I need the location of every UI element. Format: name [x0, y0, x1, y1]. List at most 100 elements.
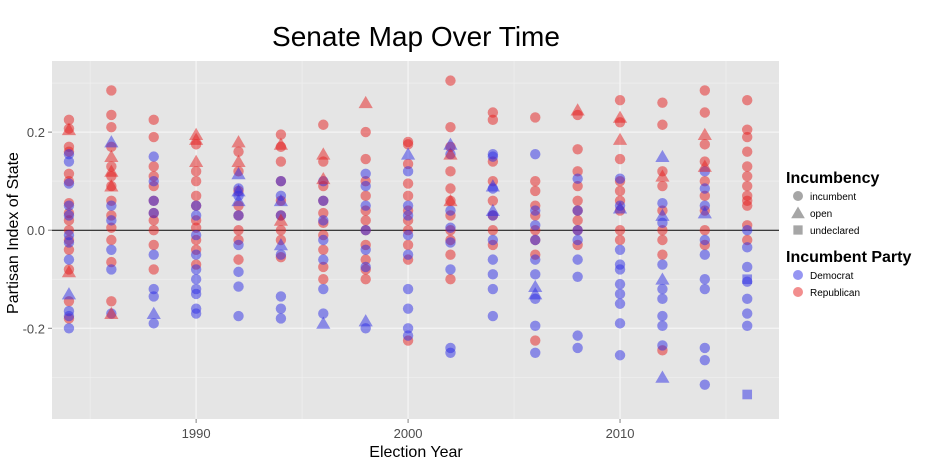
republican-circle-point [487, 224, 499, 236]
republican-circle-point [742, 171, 753, 182]
republican-circle-point [699, 85, 711, 96]
legend-shape-title: Incumbency [786, 170, 879, 187]
republican-circle-point [360, 153, 371, 165]
democrat-circle-point [530, 234, 541, 246]
republican-triangle-point [273, 137, 289, 150]
democrat-circle-point [699, 283, 711, 295]
democrat-circle-point [530, 347, 541, 358]
republican-circle-point [445, 274, 456, 285]
democrat-circle-point [233, 210, 244, 221]
democrat-circle-point [699, 249, 711, 260]
republican-triangle-point [231, 154, 246, 167]
democrat-circle-point [699, 342, 711, 354]
republican-circle-point [572, 195, 583, 206]
republican-triangle-point [358, 95, 373, 109]
democrat-circle-point [318, 215, 329, 226]
democrat-circle-point [699, 183, 711, 194]
republican-circle-point [614, 185, 626, 197]
republican-circle-point [614, 95, 626, 106]
republican-circle-point [530, 335, 541, 346]
republican-circle-point [742, 200, 753, 211]
democrat-triangle-point [697, 206, 712, 219]
democrat-triangle-point [528, 287, 543, 300]
republican-triangle-point [443, 194, 458, 207]
republican-circle-point [530, 112, 541, 123]
democrat-circle-point [742, 224, 753, 236]
republican-circle-point [572, 144, 583, 155]
republican-circle-point [530, 185, 541, 197]
republican-circle-point [572, 215, 583, 226]
republican-circle-point [572, 180, 583, 192]
democrat-triangle-point [655, 370, 670, 383]
republican-circle-point [445, 249, 456, 260]
democrat-circle-point [233, 281, 244, 292]
plot-panel [52, 61, 779, 419]
democrat-triangle-point [146, 306, 161, 319]
democrat-circle-point [63, 237, 75, 248]
republican-circle-point [190, 222, 202, 233]
democrat-circle-point [657, 310, 668, 322]
democrat-triangle-point [612, 201, 628, 214]
democrat-circle-point [148, 195, 159, 206]
democrat-circle-point [63, 178, 75, 189]
democrat-circle-point [275, 249, 287, 260]
republican-circle-point [106, 222, 117, 233]
democrat-circle-point [63, 148, 75, 160]
democrat-circle-point [530, 148, 541, 160]
democrat-circle-point [487, 283, 499, 295]
republican-circle-point [699, 190, 711, 202]
democrat-circle-point [275, 175, 287, 187]
democrat-circle-point [445, 222, 456, 233]
democrat-triangle-point [358, 314, 373, 327]
republican-circle-point [148, 215, 159, 226]
democrat-circle-point [572, 173, 583, 184]
democrat-triangle-point [61, 287, 77, 300]
democrat-circle-point [487, 151, 499, 162]
democrat-circle-point [530, 254, 541, 265]
democrat-circle-point [614, 298, 626, 309]
democrat-circle-point [63, 210, 75, 221]
republican-circle-point [530, 175, 541, 187]
republican-circle-point [190, 190, 202, 202]
democrat-circle-point [106, 244, 117, 256]
democrat-circle-point [445, 347, 456, 358]
democrat-circle-point [657, 259, 668, 270]
republican-circle-point [572, 166, 583, 177]
democrat-circle-point [360, 168, 371, 179]
legend: Incumbency incumbent open undeclared Incum… [786, 170, 911, 299]
democrat-circle-point [614, 350, 626, 361]
democrat-circle-point [106, 200, 117, 211]
democrat-circle-point [148, 291, 159, 302]
republican-circle-point [402, 178, 414, 189]
democrat-triangle-point [655, 272, 670, 285]
democrat-circle-point [614, 264, 626, 275]
democrat-circle-point [402, 330, 414, 341]
democrat-circle-point [614, 173, 626, 184]
republican-circle-point [614, 224, 626, 236]
republican-circle-point [148, 114, 159, 126]
republican-triangle-point [104, 306, 119, 319]
republican-circle-point [190, 166, 202, 177]
democrat-circle-point [360, 180, 371, 192]
republican-triangle-point [104, 179, 119, 192]
republican-circle-point [445, 75, 456, 86]
democrat-triangle-point [485, 203, 500, 216]
republican-circle-point [742, 180, 753, 192]
legend-label-incumbent: incumbent [810, 192, 856, 203]
republican-triangle-point [443, 147, 458, 160]
democrat-circle-point [487, 269, 499, 280]
democrat-circle-point [63, 200, 75, 211]
republican-circle-point [657, 180, 668, 192]
republican-circle-point [275, 129, 287, 140]
republican-circle-point [106, 296, 117, 307]
republican-triangle-point [570, 103, 585, 116]
democrat-circle-point [402, 323, 414, 334]
democrat-circle-point [487, 310, 499, 322]
democrat-circle-point [614, 318, 626, 329]
republican-circle-point [233, 224, 244, 236]
legend-shape-entries: incumbent open undeclared [791, 191, 859, 237]
democrat-circle-point [148, 283, 159, 295]
democrat-circle-point [402, 283, 414, 295]
